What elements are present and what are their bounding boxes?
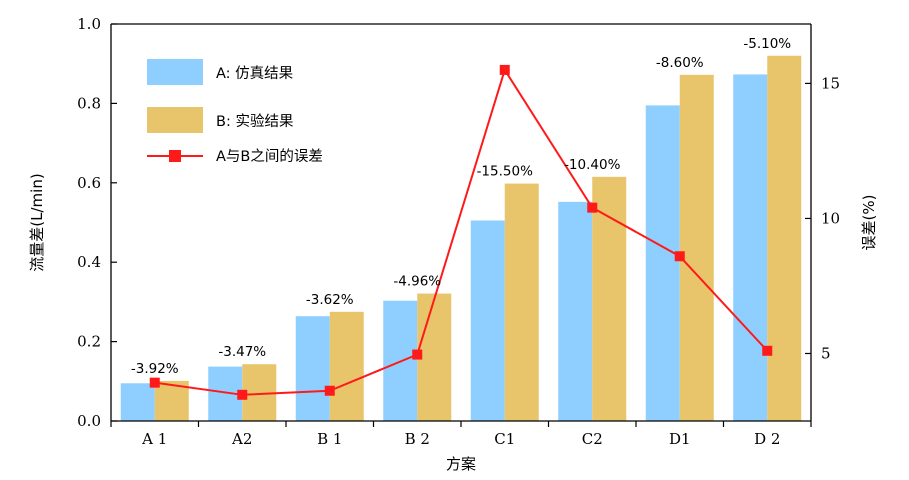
bar-sim-5 <box>558 201 593 421</box>
bar-exp-6 <box>679 74 714 421</box>
error-marker-1 <box>237 389 248 400</box>
bar-sim-0 <box>120 383 155 421</box>
x-tick-label-2: B 1 <box>317 430 342 448</box>
x-tick-label-0: A 1 <box>141 430 167 448</box>
error-label-1: -3.47% <box>218 344 266 360</box>
bar-exp-4 <box>504 183 539 421</box>
bar-exp-3 <box>417 293 452 421</box>
error-label-5: -10.40% <box>564 157 621 173</box>
x-tick-label-6: D1 <box>669 430 691 448</box>
error-marker-3 <box>412 349 423 360</box>
error-line-layer <box>149 64 773 400</box>
x-tick-label-1: A2 <box>231 430 252 448</box>
x-tick-label-3: B 2 <box>405 430 430 448</box>
bar-exp-7 <box>767 55 802 421</box>
error-labels-layer: -3.92% -3.47% -3.62% -4.96% -15.50% -10.40% -8… <box>131 36 791 377</box>
legend-swatch-sim <box>147 59 203 85</box>
error-marker-0 <box>149 377 160 388</box>
error-label-0: -3.92% <box>131 361 179 377</box>
error-label-2: -3.62% <box>306 292 354 308</box>
y2-tick-label-1: 10 <box>821 209 840 227</box>
bar-sim-6 <box>645 105 680 421</box>
error-marker-2 <box>324 385 335 396</box>
legend-label-exp: B: 实验结果 <box>216 113 293 130</box>
y-axis-title: 流量差(L/min) <box>28 173 46 271</box>
legend: A: 仿真结果 B: 实验结果 A与B之间的误差 <box>147 59 323 165</box>
x-tick-label-5: C2 <box>582 430 603 448</box>
y2-tick-label-0: 5 <box>821 344 831 362</box>
error-marker-6 <box>674 251 685 262</box>
x-tick-label-4: C1 <box>494 430 515 448</box>
y-tick-label-5: 1.0 <box>77 15 101 33</box>
y-tick-label-2: 0.4 <box>77 253 101 271</box>
y2-axis-title: 误差(%) <box>860 195 878 251</box>
legend-label-sim: A: 仿真结果 <box>216 64 293 82</box>
legend-swatch-exp <box>147 107 203 133</box>
error-label-7: -5.10% <box>743 36 791 52</box>
y-tick-label-4: 0.8 <box>77 94 101 112</box>
x-axis-title: 方案 <box>446 455 476 473</box>
error-label-6: -8.60% <box>656 55 704 71</box>
error-marker-7 <box>762 345 773 356</box>
y-tick-label-1: 0.2 <box>77 333 101 351</box>
legend-label-error: A与B之间的误差 <box>216 148 323 165</box>
bar-exp-2 <box>329 311 364 421</box>
x-tick-label-7: D 2 <box>754 430 780 448</box>
bar-sim-7 <box>733 74 768 421</box>
bar-sim-2 <box>295 316 330 421</box>
error-line <box>154 67 768 396</box>
legend-marker-error <box>169 150 181 162</box>
y-tick-label-0: 0.0 <box>77 412 101 430</box>
bars-layer <box>120 55 802 421</box>
bar-sim-4 <box>470 220 505 421</box>
error-marker-5 <box>587 202 598 213</box>
y-tick-label-3: 0.6 <box>77 174 101 192</box>
y2-tick-label-2: 15 <box>821 74 840 92</box>
error-marker-4 <box>499 64 510 75</box>
error-label-3: -4.96% <box>393 274 441 290</box>
axes-layer: 0.0 0.2 0.4 0.6 0.8 1.0 5 10 15 A 1 A2 B 1 B 2 C1 C2 D1… <box>77 15 840 448</box>
error-label-4: -15.50% <box>477 164 534 180</box>
bar-exp-5 <box>592 176 627 421</box>
